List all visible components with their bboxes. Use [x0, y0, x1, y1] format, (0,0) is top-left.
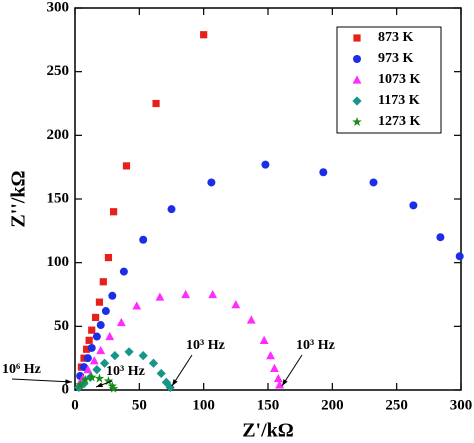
marker — [105, 331, 115, 341]
marker — [92, 332, 101, 341]
marker — [99, 358, 110, 368]
marker — [89, 356, 99, 365]
legend-label: 1073 K — [378, 72, 421, 87]
y-tick-label: 250 — [47, 63, 70, 79]
x-tick-label: 200 — [321, 397, 344, 413]
marker — [108, 383, 119, 393]
x-tick-label: 0 — [71, 397, 79, 413]
marker — [83, 354, 92, 363]
marker — [92, 365, 102, 375]
legend-box — [336, 26, 442, 134]
marker — [91, 313, 100, 322]
marker — [101, 307, 110, 316]
legend-label: 1173 K — [378, 93, 420, 108]
y-axis-label: Z''/kΩ — [8, 170, 30, 227]
marker — [138, 351, 148, 361]
marker — [122, 162, 131, 170]
marker — [124, 347, 134, 357]
x-tick-label: 250 — [385, 397, 408, 413]
arrow-head — [172, 379, 178, 386]
marker — [165, 382, 175, 393]
marker — [95, 298, 104, 306]
marker — [156, 368, 166, 379]
marker — [108, 291, 117, 300]
y-tick-label: 0 — [62, 381, 70, 397]
marker — [273, 373, 283, 383]
marker — [104, 253, 113, 262]
marker — [94, 373, 105, 383]
marker — [107, 381, 118, 391]
marker — [132, 301, 142, 310]
marker — [85, 336, 93, 344]
legend-marker — [353, 34, 361, 42]
marker — [319, 168, 328, 177]
marker — [200, 31, 208, 39]
y-tick-label: 50 — [54, 318, 69, 334]
marker — [87, 343, 96, 352]
arrow-head — [65, 379, 72, 385]
marker — [116, 317, 126, 327]
marker — [119, 267, 128, 276]
marker — [75, 379, 85, 389]
marker — [86, 372, 97, 382]
y-tick-label: 100 — [47, 254, 70, 270]
x-tick-label: 100 — [192, 397, 215, 413]
marker — [96, 321, 105, 330]
y-tick-label: 150 — [47, 190, 70, 206]
annotation: 10⁶ Hz — [2, 362, 41, 377]
marker — [231, 300, 241, 309]
x-tick-label: 50 — [132, 397, 147, 413]
marker — [455, 252, 464, 261]
x-tick-label: 150 — [257, 397, 280, 413]
x-tick-label: 300 — [450, 397, 473, 413]
marker — [409, 201, 418, 210]
x-axis-label: Z'/kΩ — [242, 420, 294, 442]
marker — [80, 374, 91, 384]
marker — [82, 345, 91, 353]
marker — [88, 326, 96, 334]
marker — [103, 376, 114, 386]
annotation: 10³ Hz — [106, 364, 145, 379]
marker — [99, 278, 107, 286]
y-tick-label: 200 — [47, 127, 70, 143]
annotation: 10³ Hz — [296, 338, 335, 353]
annotation: 10³ Hz — [186, 338, 225, 353]
annotation-arrow — [11, 378, 73, 383]
marker — [369, 178, 378, 187]
arrow-head — [282, 379, 288, 386]
legend-marker — [352, 117, 362, 127]
legend-marker — [353, 55, 361, 63]
marker — [152, 99, 160, 108]
legend-marker — [352, 96, 362, 106]
marker — [261, 160, 270, 169]
marker — [139, 235, 148, 244]
marker — [167, 205, 176, 214]
marker — [246, 315, 256, 324]
legend-label: 1273 K — [378, 114, 421, 129]
marker — [259, 335, 269, 344]
marker — [208, 289, 218, 299]
legend-label: 873 K — [378, 30, 414, 45]
marker — [266, 351, 275, 360]
marker — [110, 208, 118, 216]
marker — [161, 377, 171, 387]
marker — [207, 178, 216, 187]
marker — [436, 233, 445, 242]
y-tick-label: 300 — [47, 0, 70, 15]
marker — [155, 292, 165, 301]
marker — [110, 351, 120, 361]
arrow-head — [96, 382, 103, 387]
legend-marker — [352, 75, 362, 84]
legend-label: 973 K — [378, 51, 414, 66]
marker — [83, 365, 93, 374]
marker — [96, 345, 106, 355]
marker — [181, 289, 191, 299]
marker — [270, 363, 279, 372]
marker — [148, 358, 159, 368]
marker — [275, 380, 284, 389]
